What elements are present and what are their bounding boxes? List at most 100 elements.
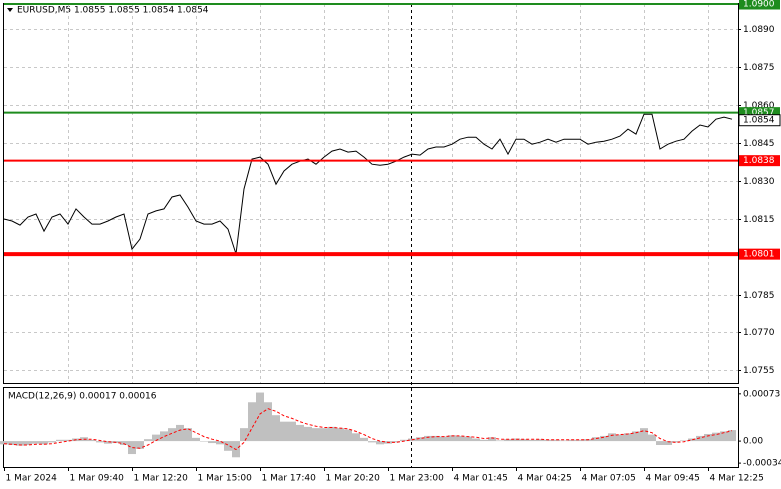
y-tick-label: 1.0815 <box>743 215 775 225</box>
macd-bar <box>504 439 512 442</box>
y-tick-label: -0.00034 <box>743 459 781 469</box>
macd-bar <box>536 439 544 442</box>
macd-bar <box>448 435 456 442</box>
macd-bar <box>168 428 176 442</box>
macd-bar <box>176 424 184 442</box>
y-tick-label: 0.00073 <box>743 389 780 399</box>
y-tick-label: 1.0830 <box>743 177 775 187</box>
price-line <box>3 113 733 255</box>
macd-bar <box>64 439 72 442</box>
macd-bar <box>392 441 400 443</box>
macd-bar <box>256 392 264 442</box>
macd-bar <box>272 415 280 442</box>
macd-bar <box>16 441 24 446</box>
macd-bar <box>688 438 696 442</box>
macd-bar <box>352 433 360 442</box>
y-tick-label: 1.0785 <box>743 291 775 301</box>
x-tick-label: 4 Mar 01:45 <box>454 474 508 484</box>
macd-bar <box>632 431 640 442</box>
main-panel-frame <box>3 3 739 384</box>
macd-bar <box>184 428 192 442</box>
macd-bar <box>104 441 112 444</box>
macd-bar <box>200 441 208 442</box>
y-tick-label: 1.0770 <box>743 328 775 338</box>
macd-bar <box>400 439 408 442</box>
macd-bar <box>472 438 480 442</box>
x-tick-label: 1 Mar 20:20 <box>326 474 381 484</box>
macd-bar <box>288 421 296 442</box>
macd-panel-frame <box>3 387 739 468</box>
macd-bar <box>528 439 536 442</box>
macd-bar <box>328 426 336 442</box>
macd-bar <box>496 440 504 442</box>
macd-bar <box>560 440 568 442</box>
macd-bar <box>608 433 616 442</box>
macd-bar <box>208 441 216 444</box>
level-label-box <box>739 0 780 10</box>
y-tick-label: 1.0860 <box>743 101 775 111</box>
macd-bar <box>224 441 232 451</box>
macd-bar <box>120 441 128 445</box>
macd-bar <box>280 421 288 442</box>
macd-bar <box>656 441 664 445</box>
macd-bar <box>424 435 432 442</box>
macd-bar <box>96 441 104 443</box>
macd-bar <box>368 441 376 443</box>
macd-bar <box>344 429 352 442</box>
symbol-arrow <box>7 8 13 12</box>
macd-bar <box>568 439 576 442</box>
last-price-box <box>738 114 781 127</box>
level-label: 1.0801 <box>743 250 775 260</box>
level-label-box <box>739 107 780 119</box>
macd-bar <box>480 439 488 442</box>
x-tick-label: 4 Mar 12:25 <box>710 474 764 484</box>
macd-bar <box>360 437 368 442</box>
y-tick-label: 1.0875 <box>743 63 775 73</box>
macd-bar <box>520 439 528 442</box>
level-label: 1.0857 <box>743 108 775 118</box>
macd-bar <box>440 436 448 442</box>
macd-bar <box>216 441 224 445</box>
macd-bar <box>32 441 40 444</box>
macd-bar <box>624 433 632 442</box>
macd-bar <box>544 439 552 442</box>
x-tick-label: 4 Mar 04:25 <box>518 474 572 484</box>
macd-bar <box>488 437 496 442</box>
macd-bar <box>432 435 440 442</box>
macd-bar <box>8 441 16 445</box>
macd-bar <box>664 441 672 445</box>
macd-bar <box>600 435 608 442</box>
signal-line <box>3 408 733 451</box>
macd-bar <box>128 441 136 455</box>
macd-bar <box>576 439 584 442</box>
macd-bar <box>376 441 384 445</box>
macd-bar <box>512 438 520 442</box>
macd-bar <box>680 440 688 442</box>
level-label-box <box>739 248 780 260</box>
macd-bar <box>264 402 272 442</box>
y-tick-label: 0.00 <box>743 437 763 447</box>
macd-bar <box>712 432 720 442</box>
macd-title: MACD(12,26,9) 0.00017 0.00016 <box>8 392 157 402</box>
macd-bar <box>456 435 464 442</box>
macd-bar <box>704 433 712 442</box>
last-price-label: 1.0854 <box>743 116 775 126</box>
macd-bar <box>416 437 424 442</box>
x-tick-label: 4 Mar 07:05 <box>582 474 636 484</box>
macd-bar <box>192 437 200 442</box>
y-tick-label: 1.0845 <box>743 139 775 149</box>
x-tick-label: 1 Mar 2024 <box>6 474 58 484</box>
x-tick-label: 1 Mar 09:40 <box>70 474 125 484</box>
macd-bar <box>296 424 304 442</box>
macd-bar <box>152 434 160 442</box>
macd-bar <box>136 441 144 449</box>
macd-bar <box>312 428 320 442</box>
x-tick-label: 1 Mar 23:00 <box>390 474 445 484</box>
macd-bar <box>304 426 312 442</box>
macd-bar <box>40 441 48 445</box>
y-tick-label: 1.0890 <box>743 25 775 35</box>
macd-bar <box>728 430 736 442</box>
y-tick-label: 1.0755 <box>743 366 775 376</box>
macd-bar <box>88 439 96 442</box>
